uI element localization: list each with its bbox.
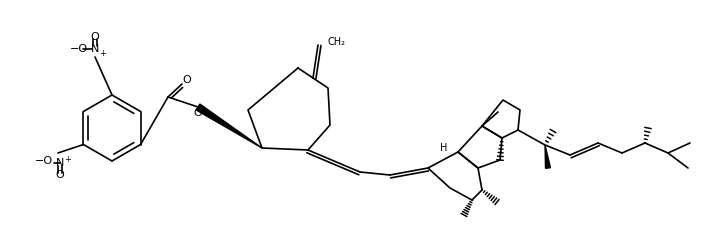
Text: −O: −O — [35, 156, 53, 166]
Text: O: O — [91, 32, 99, 42]
Polygon shape — [196, 104, 262, 148]
Text: −O: −O — [70, 44, 88, 54]
Text: +: + — [99, 48, 107, 58]
Text: CH₂: CH₂ — [328, 37, 346, 47]
Text: H: H — [440, 143, 448, 153]
Text: O: O — [183, 75, 192, 85]
Text: O: O — [194, 108, 203, 118]
Text: O: O — [56, 170, 65, 180]
Polygon shape — [545, 145, 550, 168]
Text: N: N — [56, 158, 64, 168]
Text: N: N — [91, 44, 99, 54]
Text: +: + — [65, 154, 71, 164]
